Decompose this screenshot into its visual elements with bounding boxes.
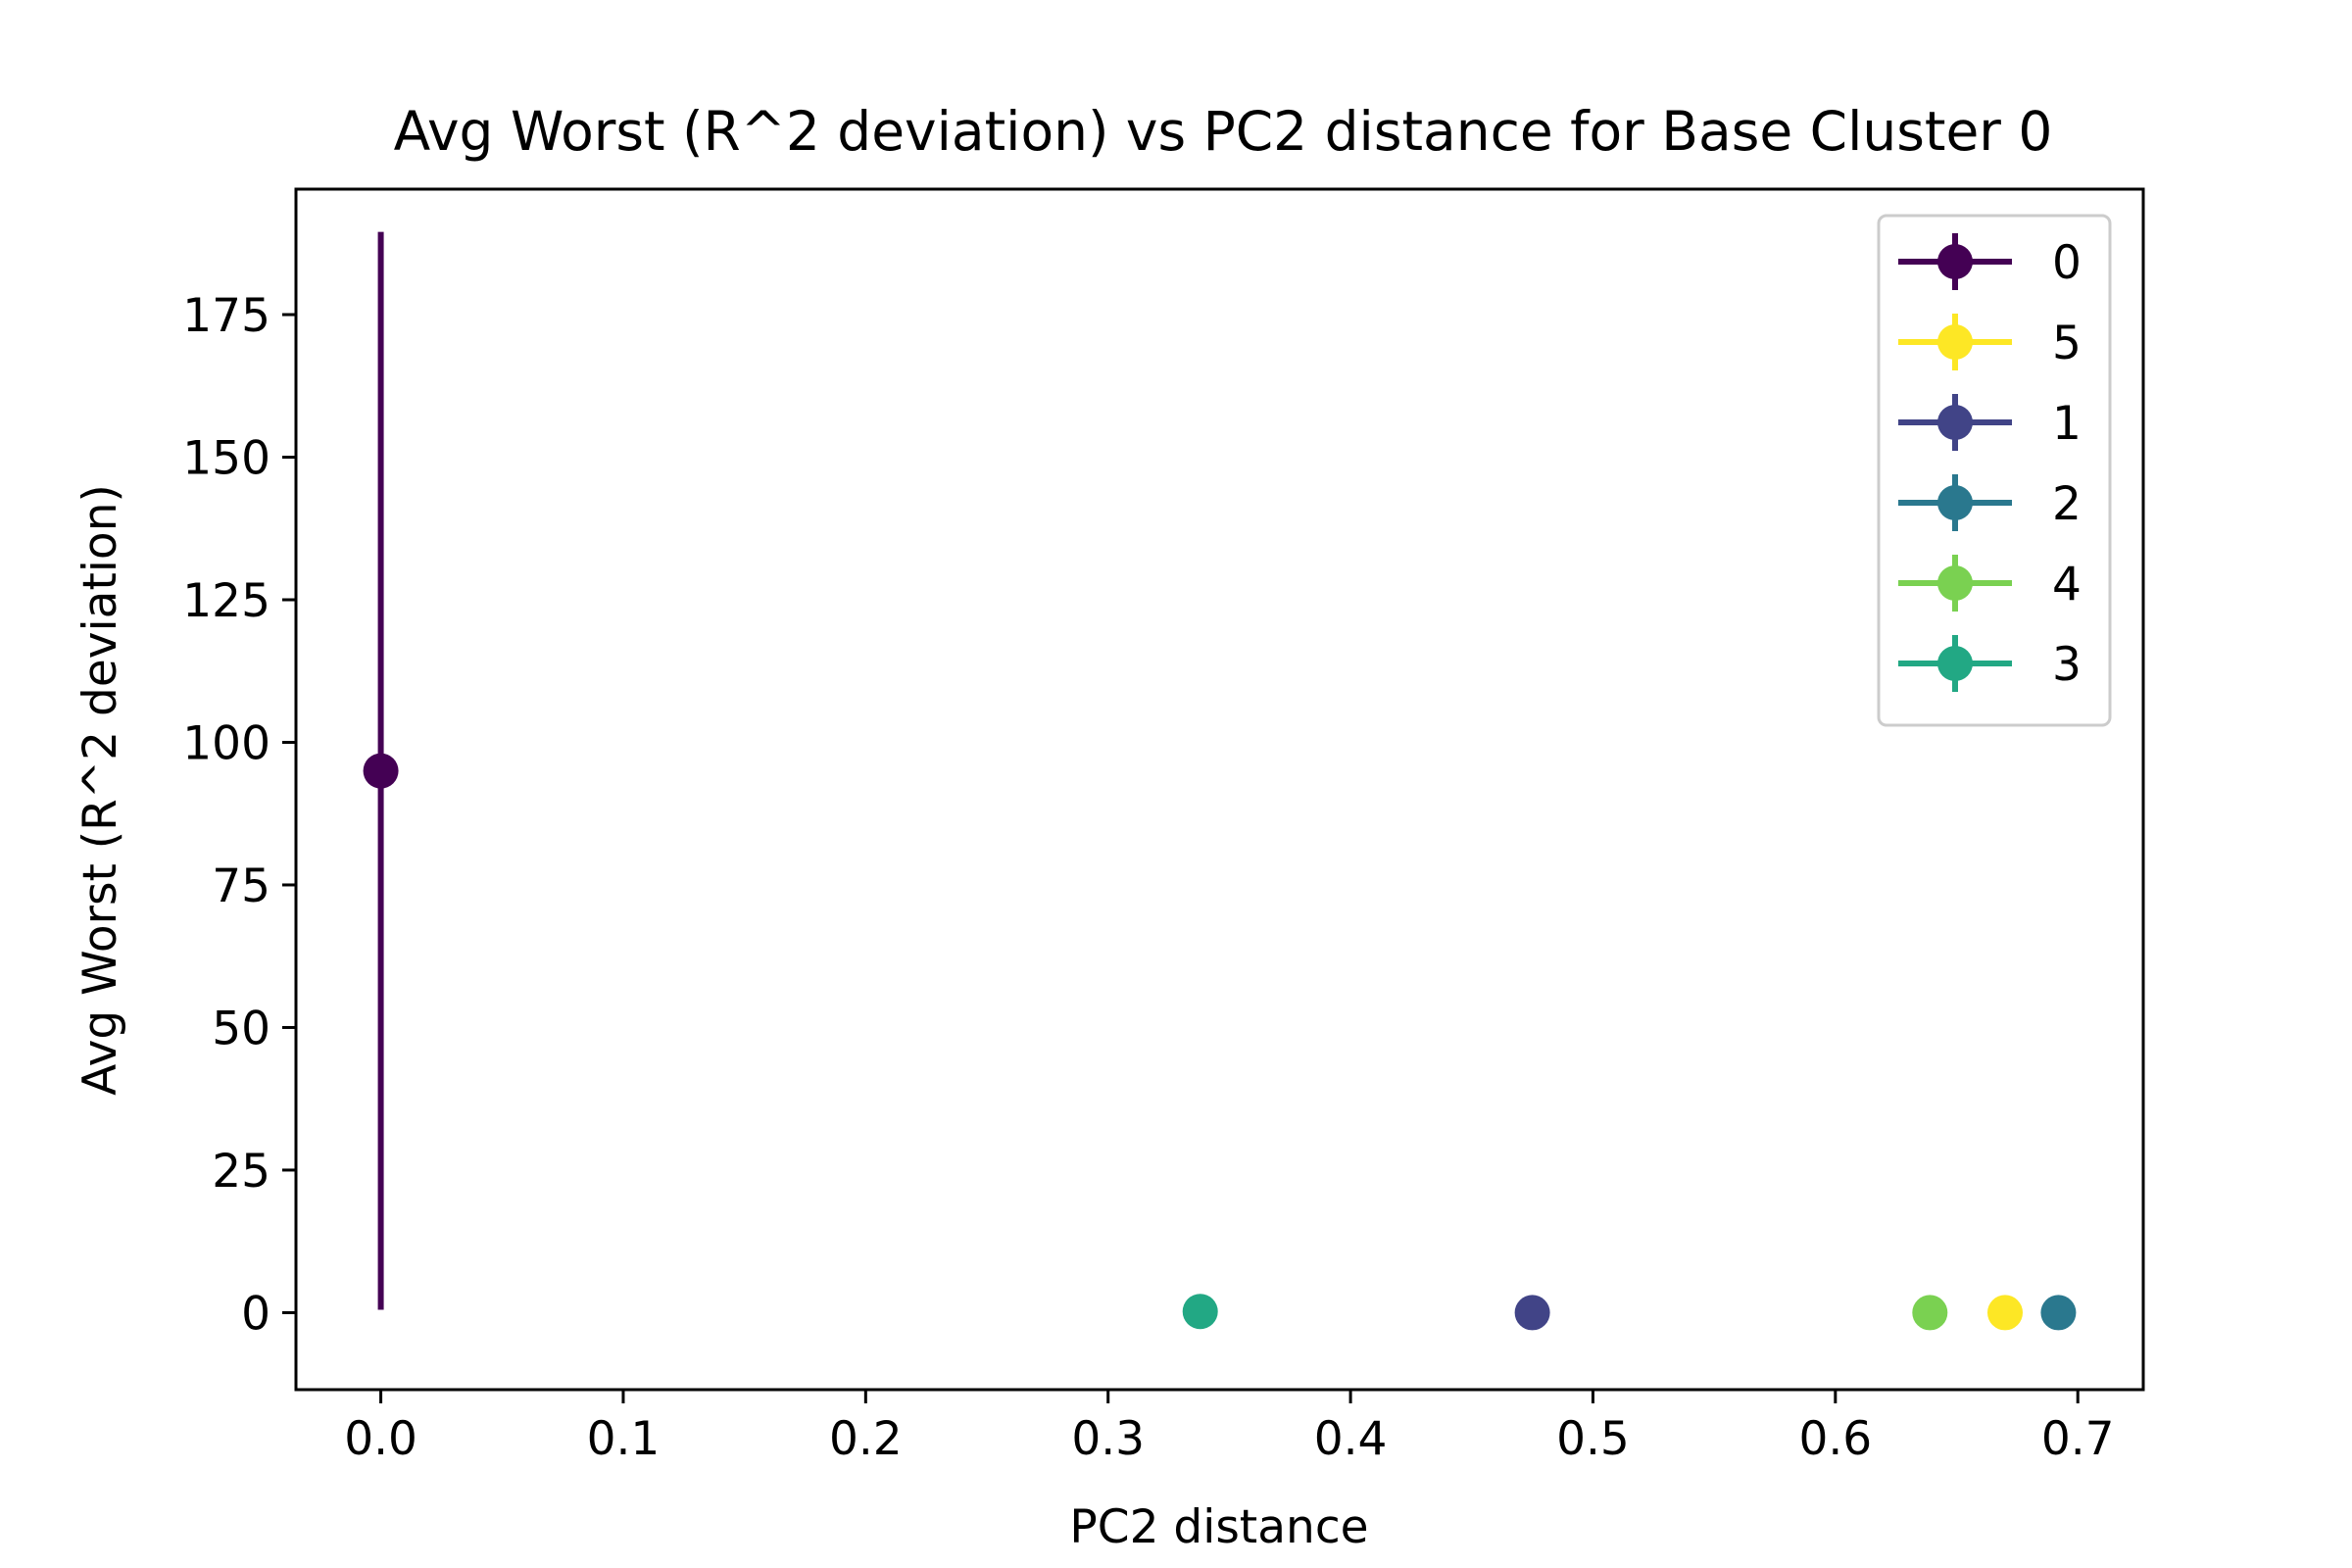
- legend-label-series-3: 3: [2052, 638, 2082, 692]
- legend-label-series-5: 5: [2052, 317, 2082, 370]
- legend-marker-series-3: [1937, 646, 1973, 681]
- legend-marker-series-4: [1937, 565, 1973, 601]
- x-tick-label: 0.1: [587, 1412, 661, 1466]
- data-point-series-4: [1912, 1295, 1948, 1331]
- legend: 0 5 1 2 4 3: [1877, 214, 2112, 727]
- x-tick-label: 0.7: [2041, 1412, 2115, 1466]
- legend-marker-series-1: [1937, 405, 1973, 440]
- x-axis-ticks: 0.0 0.1 0.2 0.3 0.4 0.5 0.6 0.7: [344, 1390, 2115, 1466]
- x-tick-label: 0.0: [344, 1412, 417, 1466]
- legend-marker-series-2: [1937, 485, 1973, 520]
- x-tick-label: 0.4: [1314, 1412, 1388, 1466]
- y-tick-label: 0: [241, 1287, 270, 1341]
- x-tick-label: 0.3: [1071, 1412, 1145, 1466]
- legend-label-series-2: 2: [2052, 477, 2082, 531]
- y-tick-label: 25: [212, 1145, 270, 1199]
- x-tick-label: 0.6: [1798, 1412, 1872, 1466]
- y-tick-label: 50: [212, 1002, 270, 1055]
- data-point-series-5: [1986, 1295, 2023, 1331]
- y-axis-label: Avg Worst (R^2 deviation): [74, 484, 127, 1096]
- y-tick-label: 175: [182, 289, 270, 343]
- data-point-series-0: [363, 753, 399, 789]
- y-axis-ticks: 0 25 50 75 100 125 150 175: [182, 289, 296, 1341]
- data-point-series-1: [1514, 1295, 1550, 1331]
- y-tick-label: 100: [182, 716, 270, 770]
- x-tick-label: 0.2: [829, 1412, 903, 1466]
- x-axis-label: PC2 distance: [1069, 1500, 1368, 1554]
- chart-title: Avg Worst (R^2 deviation) vs PC2 distanc…: [394, 100, 2053, 163]
- legend-marker-series-0: [1937, 244, 1973, 279]
- legend-label-series-1: 1: [2052, 397, 2082, 451]
- y-tick-label: 75: [212, 859, 270, 913]
- legend-label-series-0: 0: [2052, 236, 2082, 290]
- data-point-series-2: [2040, 1295, 2077, 1331]
- data-point-series-3: [1182, 1294, 1218, 1330]
- legend-label-series-4: 4: [2052, 558, 2082, 612]
- y-tick-label: 125: [182, 574, 270, 628]
- plot-area: [363, 231, 2077, 1331]
- legend-marker-series-5: [1937, 324, 1973, 360]
- y-tick-label: 150: [182, 432, 270, 486]
- axes-frame: [294, 187, 2145, 1392]
- x-tick-label: 0.5: [1556, 1412, 1630, 1466]
